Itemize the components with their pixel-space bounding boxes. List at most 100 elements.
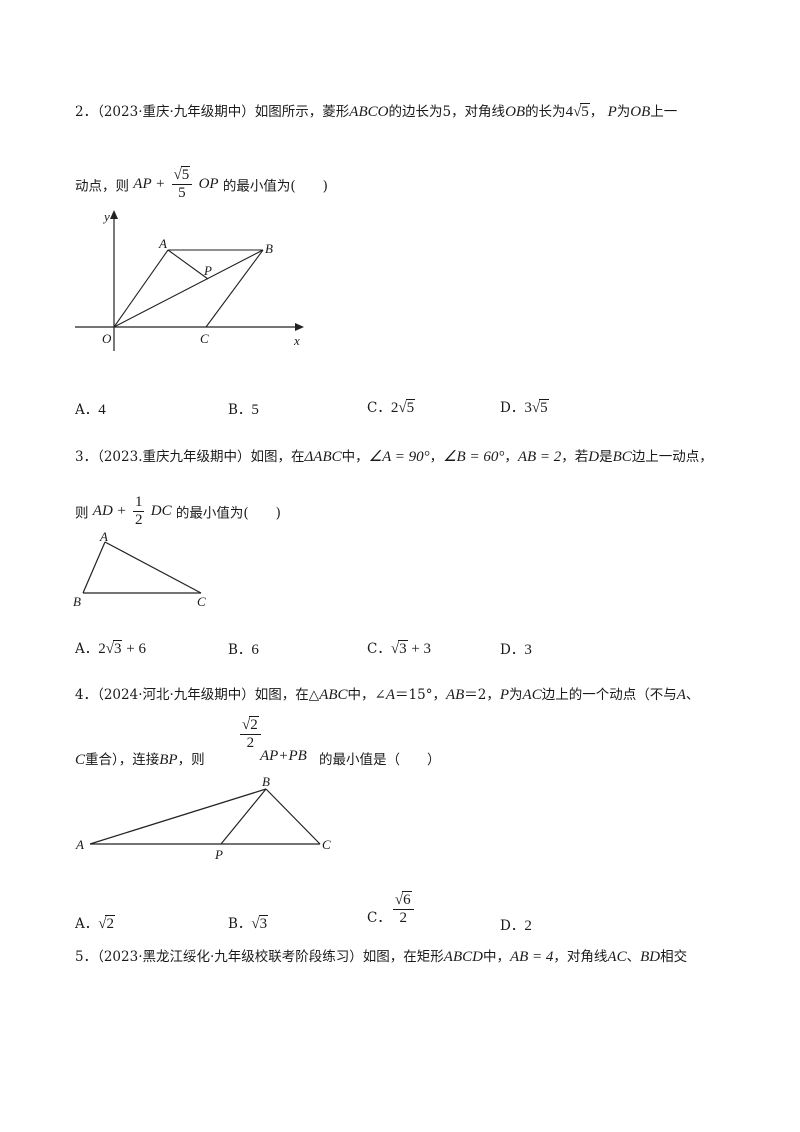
q5-text: 相交 [660, 949, 688, 965]
q3-angle-b: ∠B = 60° [443, 449, 505, 465]
q4-fraction: √2 2 [240, 716, 261, 751]
q2-label-y: y [102, 209, 110, 224]
q2-text: 的边长为 [388, 104, 443, 120]
q4-text: 的最小值是（ ） [319, 752, 441, 768]
q3-text: 则 [75, 505, 89, 522]
q3-text: ， [504, 449, 518, 465]
q4-point-p: P [499, 687, 510, 703]
q4-text: 如图，在△ [254, 687, 320, 703]
q2-side-length: 5 [442, 104, 452, 120]
q3-frac-num: 1 [132, 494, 145, 512]
q4-text: 边上的一个动点（不与 [541, 687, 677, 703]
option-coef: 2 [390, 400, 399, 416]
q3-expr-ad: AD + [92, 503, 127, 519]
q2-segment-ap [167, 249, 209, 280]
q4-segment-bp: BP [159, 752, 178, 768]
q4-side-bc [265, 788, 321, 845]
q2-frac-radicand: 5 [180, 166, 191, 183]
q4-point-a: A [676, 687, 686, 703]
q2-line1: 2．（2023·重庆·九年级期中）如图所示，菱形ABCO的边长为5，对角线OB的… [75, 100, 677, 121]
q4-text: 为 [509, 687, 523, 703]
option-value: 2 [524, 918, 532, 934]
option-value: 3 [524, 642, 532, 658]
q2-side-oa [113, 249, 169, 328]
option-addend: + 3 [407, 641, 432, 657]
q3-line2: 则 AD + 1 2 DC 的最小值为( ) [75, 495, 281, 528]
q4-ab: AB [445, 687, 465, 703]
q3-option-c[interactable]: C．√3 + 3 [367, 637, 431, 658]
q4-segment-bp [220, 788, 267, 845]
q4-text: ＝15°， [395, 687, 446, 703]
q4-option-a[interactable]: A．√2 [75, 912, 115, 933]
q2-text: 为 [616, 104, 631, 120]
q3-label-a: A [99, 530, 108, 544]
q4-option-d[interactable]: D．2 [500, 914, 532, 935]
q2-text: 的长为 [525, 104, 566, 120]
q2-diagonal: OB [505, 104, 526, 120]
q2-expr-op: OP [198, 176, 219, 192]
q2-label-a: A [158, 236, 167, 251]
option-coef: 3 [524, 400, 532, 416]
q2-fraction: √5 5 [171, 166, 193, 201]
q4-angle-a: A [385, 687, 396, 703]
option-radicand: 3 [398, 640, 408, 657]
q3-option-b[interactable]: B．6 [228, 638, 259, 659]
q5-number: 5． [75, 949, 98, 965]
q3-angle-a: ∠A = 90° [368, 449, 430, 465]
q4-label-c: C [322, 837, 331, 852]
q4-line2: C重合），连接BP，则 AP+PB 的最小值是（ ） [75, 748, 441, 769]
q3-expr-dc: DC [150, 503, 172, 519]
option-label: A． [75, 641, 99, 657]
q2-expr-ap: AP + [133, 176, 166, 192]
option-label: A． [75, 402, 99, 418]
q4-option-c[interactable]: C． √6 2 [367, 891, 414, 926]
q4-frac-radicand: 2 [249, 716, 259, 733]
option-label: C． [367, 641, 391, 657]
option-value: 5 [251, 402, 259, 418]
q3-option-d[interactable]: D．3 [500, 638, 532, 659]
q2-y-arrow [110, 210, 118, 219]
q3-label-c: C [197, 594, 206, 609]
option-radicand: 5 [539, 399, 549, 416]
option-coef: 2 [98, 641, 106, 657]
q4-side-ac: AC [522, 687, 542, 703]
option-label: B． [228, 916, 252, 932]
q2-option-c[interactable]: C．2√5 [367, 396, 416, 417]
q4-label-p: P [214, 847, 223, 862]
q4-option-b[interactable]: B．√3 [228, 912, 269, 933]
q2-diagonal-ob [113, 249, 264, 328]
option-frac-num: √6 [392, 891, 414, 910]
q5-ab: AB = 4 [509, 949, 554, 965]
q4-text: 重合），连接 [85, 752, 160, 768]
option-radicand: 3 [258, 915, 269, 932]
q4-point-c: C [75, 752, 86, 768]
q2-frac-den: 5 [178, 185, 186, 201]
option-label: B． [228, 402, 252, 418]
option-label: D． [500, 918, 525, 934]
q2-rhombus-name: ABCO [349, 104, 389, 120]
q5-rectangle: ABCD [443, 949, 483, 965]
q3-option-a[interactable]: A．2√3 + 6 [75, 637, 146, 658]
q2-text: 如图所示，菱形 [254, 104, 350, 120]
q2-option-b[interactable]: B．5 [228, 398, 259, 419]
option-label: D． [500, 642, 525, 658]
q3-text: 如图，在 [250, 449, 305, 465]
q2-option-a[interactable]: A．4 [75, 398, 106, 419]
q4-expr: AP+PB [260, 748, 307, 764]
option-label: C． [367, 910, 391, 926]
q3-text: 边上一动点， [631, 449, 713, 465]
option-fraction: √6 2 [392, 891, 414, 926]
q2-option-d[interactable]: D．3√5 [500, 396, 549, 417]
q2-source: （2023·重庆·九年级期中） [97, 104, 255, 120]
q2-text: 动点，则 [75, 178, 129, 195]
q3-answer-blank: ( ) [243, 505, 281, 522]
q3-side-bc: BC [612, 449, 632, 465]
option-sqrt: √3 [105, 640, 123, 657]
q3-side-ab [82, 541, 106, 594]
q3-text: 的最小值为 [175, 505, 244, 522]
q3-number: 3． [75, 449, 98, 465]
option-sqrt: √2 [98, 915, 115, 932]
q5-text: 、 [626, 949, 641, 965]
option-value: 4 [98, 402, 106, 418]
option-sqrt: √5 [398, 399, 416, 416]
